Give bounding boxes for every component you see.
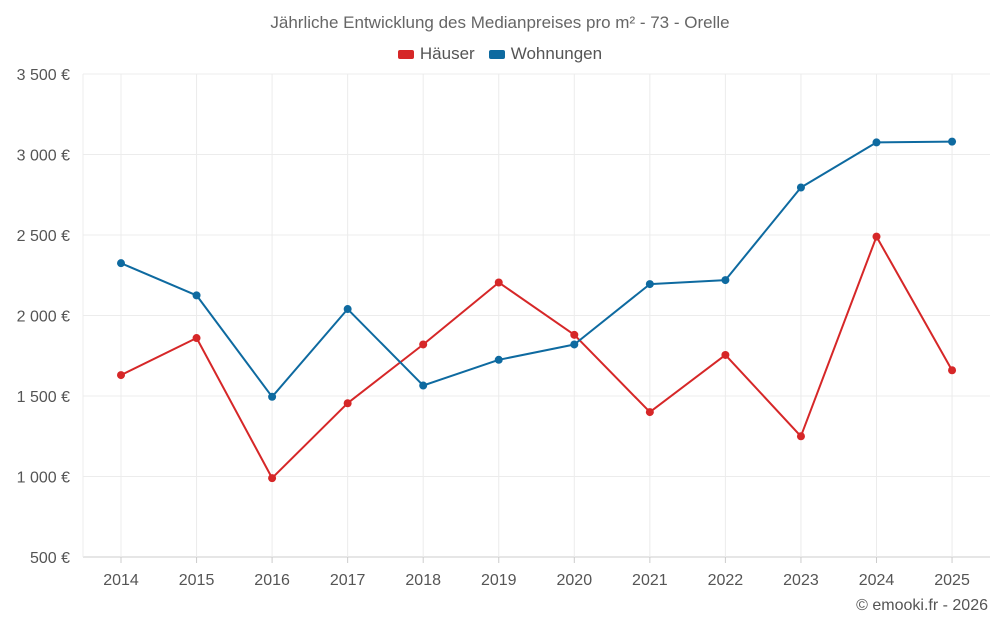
data-point-wohnungen [796,183,805,192]
x-tick-label: 2018 [405,572,441,589]
legend-swatch-wohnungen [488,49,505,59]
data-point-haeuser [268,474,277,483]
data-point-wohnungen [419,381,428,390]
series-line-wohnungen [120,140,953,398]
data-point-wohnungen [948,137,957,146]
legend-label-wohnungen: Wohnungen [510,44,603,63]
x-tick-label: 2021 [632,572,668,589]
legend-swatch-haeuser [397,49,414,59]
data-point-haeuser [948,366,957,375]
y-tick-label: 1 500 € [17,389,70,406]
data-point-haeuser [117,371,125,380]
y-tick-label: 2 500 € [17,228,70,245]
series-line-haeuser [120,235,953,480]
data-point-haeuser [645,408,654,417]
data-point-wohnungen [117,259,125,268]
data-point-wohnungen [192,291,201,300]
x-tick-label: 2023 [783,572,819,589]
chart-title: Jährliche Entwicklung des Medianpreises … [270,13,730,32]
chart-legend: Häuser Wohnungen [0,44,1000,64]
data-point-wohnungen [721,276,730,285]
y-tick-label: 500 € [30,550,70,567]
data-point-haeuser [343,399,352,408]
data-point-haeuser [721,350,730,359]
data-point-haeuser [796,432,805,441]
data-point-haeuser [494,278,503,287]
y-tick-label: 1 000 € [17,470,70,487]
x-tick-label: 2014 [103,572,139,589]
data-point-haeuser [419,340,428,349]
x-tick-label: 2022 [708,572,744,589]
data-point-wohnungen [645,280,654,289]
x-tick-label: 2025 [934,572,970,589]
x-tick-label: 2016 [254,572,290,589]
data-point-wohnungen [494,355,503,364]
data-point-haeuser [872,232,881,241]
data-point-wohnungen [570,340,579,349]
y-tick-label: 3 000 € [17,148,70,165]
y-tick-label: 3 500 € [17,67,70,84]
x-tick-label: 2024 [859,572,895,589]
data-point-wohnungen [343,305,352,314]
x-tick-label: 2017 [330,572,366,589]
data-point-haeuser [192,334,201,343]
data-point-haeuser [570,330,579,339]
x-tick-label: 2015 [179,572,215,589]
x-tick-label: 2019 [481,572,517,589]
x-tick-label: 2020 [557,572,593,589]
legend-item-haeuser[interactable]: Häuser [397,44,475,64]
legend-item-wohnungen[interactable]: Wohnungen [488,44,603,64]
credit-text: © emooki.fr - 2026 [856,597,988,614]
legend-label-haeuser: Häuser [419,44,475,63]
y-tick-label: 2 000 € [17,309,70,326]
data-point-wohnungen [268,392,277,401]
data-point-wohnungen [872,138,881,147]
